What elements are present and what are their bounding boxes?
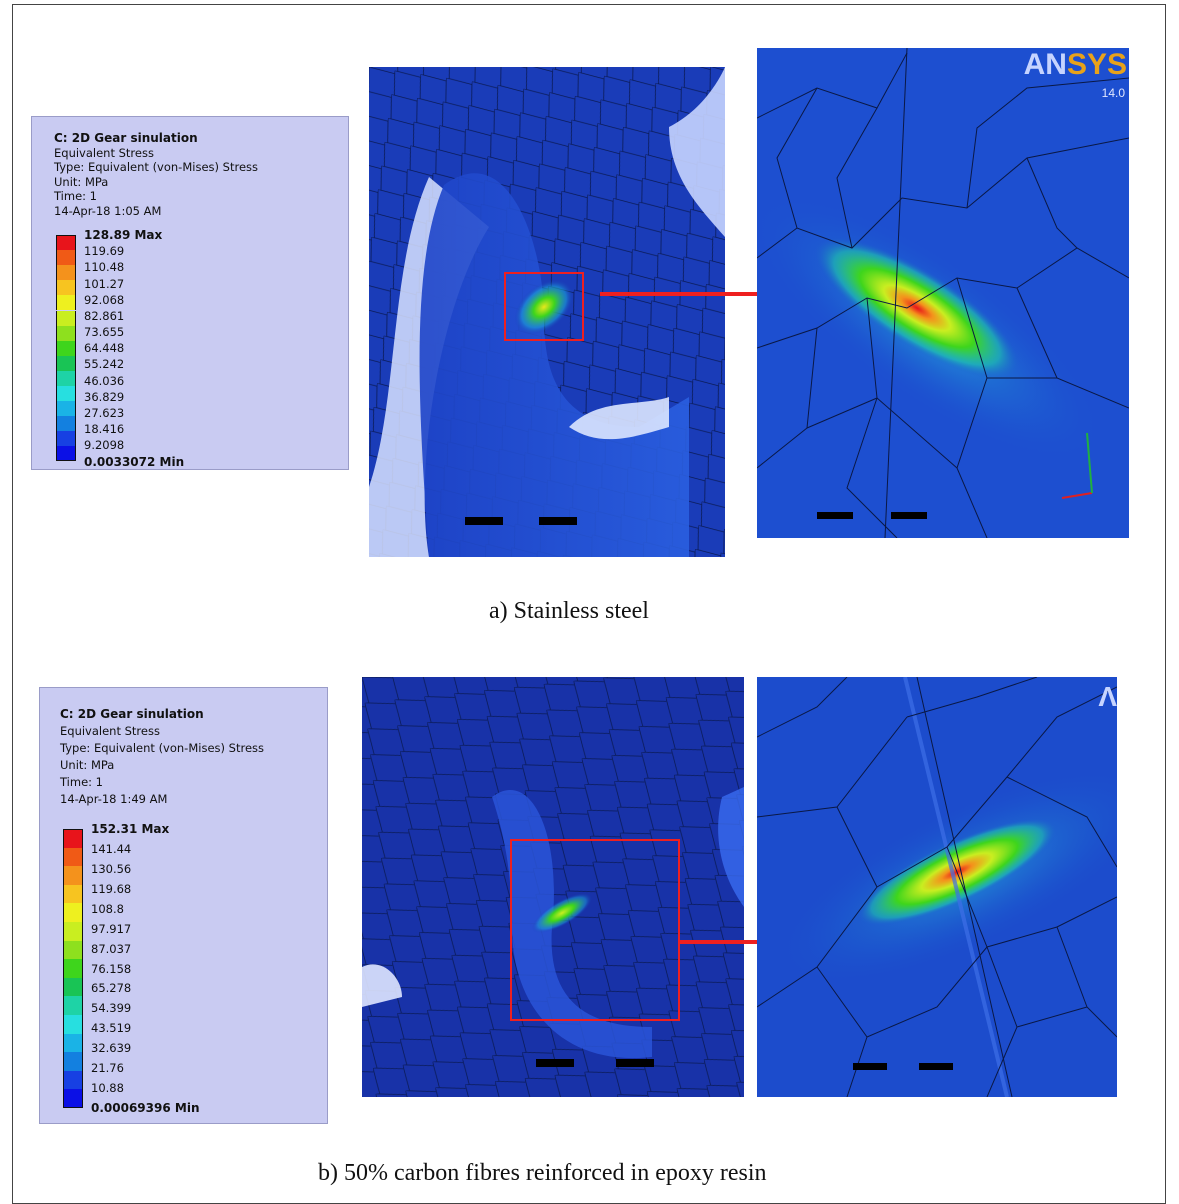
scale-label: 36.829 (84, 389, 125, 404)
scale-label: 43.519 (91, 1021, 132, 1036)
scale-swatch (63, 959, 83, 978)
ansys-logo: ANSYS (1023, 48, 1127, 81)
scale-swatch (63, 1052, 83, 1071)
scale-label: 76.158 (91, 961, 132, 976)
scale-swatch (56, 310, 76, 326)
scale-swatch (63, 829, 83, 848)
legend-panel-a: C: 2D Gear sinulation Equivalent Stress … (31, 116, 349, 470)
ansys-logo-fragment: Λ (1098, 681, 1117, 712)
scale-label: 130.56 (91, 861, 132, 876)
legend-title: C: 2D Gear sinulation (54, 131, 198, 145)
scale-label: 21.76 (91, 1061, 124, 1076)
scale-swatch (63, 922, 83, 941)
caption-b: b) 50% carbon fibres reinforced in epoxy… (318, 1160, 767, 1186)
scale-swatch (56, 401, 76, 417)
scale-swatch (56, 295, 76, 311)
scale-swatch (56, 416, 76, 432)
scale-label: 141.44 (91, 841, 132, 856)
highlight-box (510, 839, 680, 1021)
scale-label: 97.917 (91, 921, 132, 936)
scale-swatch (56, 340, 76, 356)
scale-label: 32.639 (91, 1041, 132, 1056)
legend-time: Time: 1 (54, 189, 97, 203)
scale-swatch (56, 325, 76, 341)
scale-label: 9.2098 (84, 438, 125, 453)
legend-result: Equivalent Stress (54, 145, 154, 160)
scale-swatch (56, 431, 76, 447)
legend-type: Type: Equivalent (von-Mises) Stress (54, 160, 258, 174)
legend-unit: Unit: MPa (60, 758, 115, 772)
scale-label: 27.623 (84, 405, 125, 420)
scale-swatch (56, 235, 76, 251)
legend-title: C: 2D Gear sinulation (60, 707, 204, 721)
legend-result: Equivalent Stress (60, 724, 160, 738)
scale-swatch (63, 1015, 83, 1034)
legend-date: 14-Apr-18 1:05 AM (54, 203, 162, 218)
scale-swatch (56, 250, 76, 266)
legend-time: Time: 1 (60, 775, 103, 789)
zoom-view-b: Λ (757, 677, 1117, 1097)
scale-swatch (63, 884, 83, 904)
scale-label: 0.0033072 Min (84, 454, 185, 469)
scale-label: 119.69 (84, 244, 125, 259)
scale-label: 152.31 Max (91, 822, 170, 836)
scale-label: 73.655 (84, 325, 125, 340)
scale-swatch (56, 280, 76, 296)
scale-swatch (63, 996, 83, 1015)
legend-type: Type: Equivalent (von-Mises) Stress (60, 741, 264, 755)
scale-label: 108.8 (91, 901, 124, 916)
scale-swatch (56, 446, 76, 462)
scale-swatch (56, 386, 76, 402)
scale-label: 101.27 (84, 276, 125, 291)
scale-swatch (56, 370, 76, 386)
caption-a: a) Stainless steel (489, 598, 649, 624)
zoom-view-a: ANSYS 14.0 (757, 48, 1129, 538)
scale-swatch (56, 355, 76, 371)
scale-swatch (63, 1070, 83, 1090)
scale-label: 54.399 (91, 1001, 132, 1016)
highlight-box (504, 272, 584, 341)
scale-swatch (63, 1033, 83, 1053)
scale-swatch (63, 940, 83, 960)
scale-label: 0.00069396 Min (91, 1101, 200, 1115)
scale-swatch (63, 847, 83, 867)
scale-label: 55.242 (84, 357, 125, 372)
scale-swatch (63, 903, 83, 922)
scale-label: 110.48 (84, 260, 125, 275)
legend-date: 14-Apr-18 1:49 AM (60, 792, 168, 806)
scale-label: 65.278 (91, 981, 132, 996)
mesh-view-b (362, 677, 744, 1097)
scale-swatch (63, 866, 83, 885)
scale-label: 128.89 Max (84, 228, 163, 242)
scale-label: 119.68 (91, 881, 132, 896)
scale-label: 87.037 (91, 941, 132, 956)
scale-label: 64.448 (84, 341, 125, 356)
scale-swatch (56, 265, 76, 281)
scale-swatch (63, 977, 83, 997)
ansys-version: 14.0 (1101, 86, 1125, 100)
legend-unit: Unit: MPa (54, 174, 109, 189)
scale-label: 10.88 (91, 1081, 124, 1096)
legend-panel-b: C: 2D Gear sinulation Equivalent Stress … (39, 687, 328, 1124)
scale-label: 82.861 (84, 308, 125, 323)
scale-swatch (63, 1089, 83, 1108)
scale-label: 46.036 (84, 373, 125, 388)
mesh-view-a (369, 67, 725, 557)
scale-label: 92.068 (84, 292, 125, 307)
scale-label: 18.416 (84, 422, 125, 437)
